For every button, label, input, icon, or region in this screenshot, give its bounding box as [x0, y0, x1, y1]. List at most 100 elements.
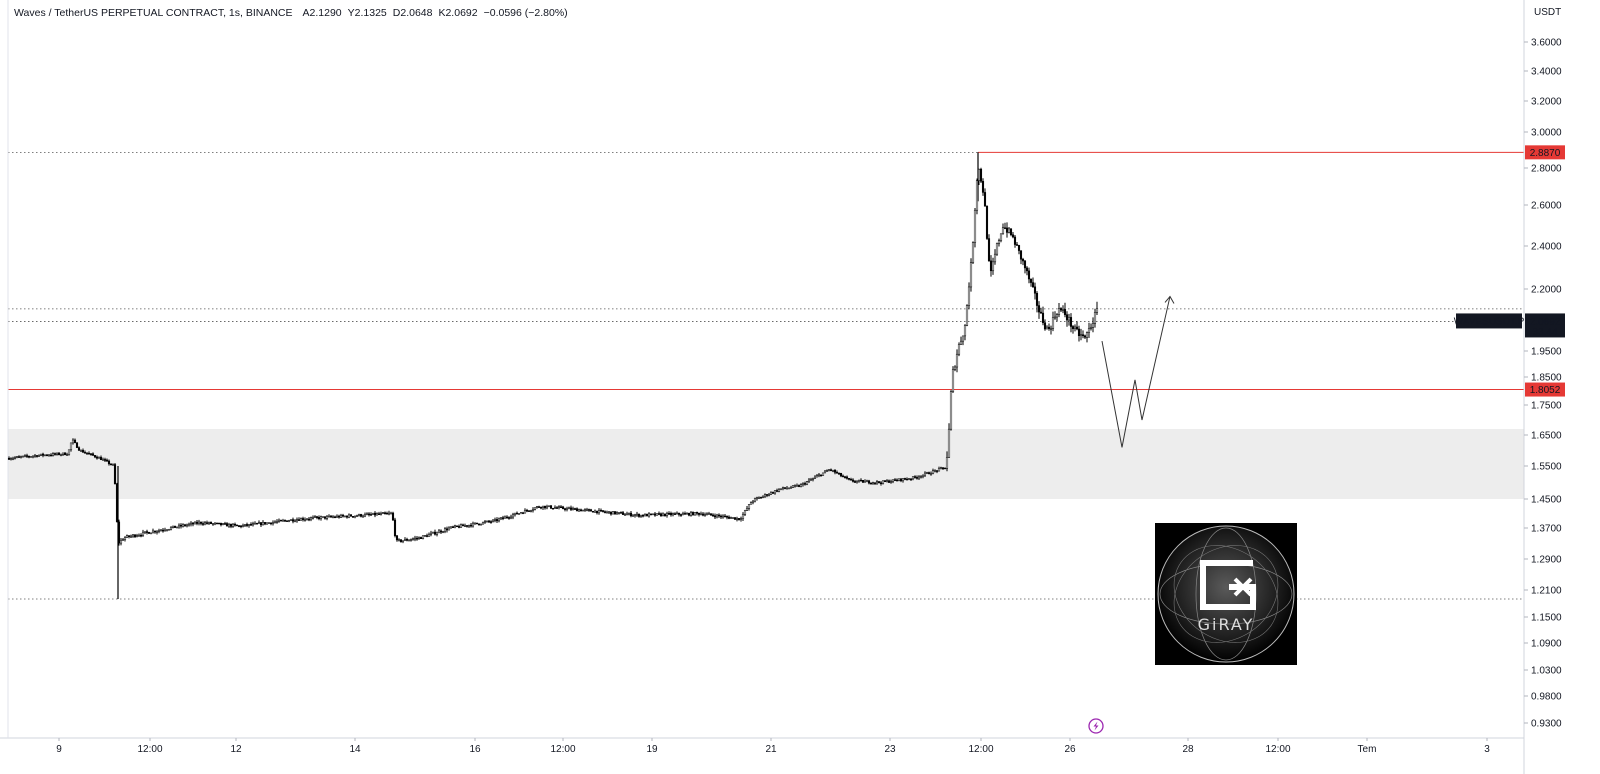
price-tick-label: 3.2000 — [1531, 97, 1562, 108]
candle-body — [861, 480, 865, 483]
candle-body — [145, 531, 149, 533]
candle-body — [1053, 316, 1057, 319]
candle-body — [435, 532, 439, 535]
candle-body — [1085, 332, 1089, 338]
candle-body — [281, 520, 285, 522]
candle-body — [505, 516, 509, 519]
candle-body — [687, 512, 691, 516]
candle-body — [347, 514, 351, 518]
projection-path[interactable] — [1101, 296, 1171, 448]
candle-body — [737, 518, 741, 520]
symbol-label-box[interactable] — [1456, 313, 1522, 329]
candle-body — [1089, 327, 1093, 329]
lightning-icon[interactable] — [1088, 718, 1104, 734]
candle-body — [1011, 234, 1015, 238]
candle-body — [933, 470, 937, 472]
candle-body — [7, 458, 11, 460]
candle-body — [1007, 228, 1011, 233]
candle-body — [497, 518, 501, 522]
candle-body — [935, 470, 939, 472]
candle-body — [335, 515, 339, 518]
candle-body — [355, 515, 359, 518]
candle-body — [81, 450, 85, 453]
candle-body — [991, 261, 995, 272]
candle-body — [251, 523, 255, 526]
resistance-price-label[interactable] — [1525, 145, 1565, 160]
candle-body — [573, 508, 577, 510]
candle-body — [645, 513, 649, 517]
candle-body — [585, 509, 589, 511]
candle-body — [617, 512, 621, 514]
candle-body — [395, 535, 399, 541]
candle-body — [1003, 227, 1007, 230]
candle-body — [705, 513, 709, 516]
candle-body — [699, 513, 703, 516]
candle-body — [799, 484, 803, 487]
candle-body — [561, 506, 565, 509]
candle-body — [521, 512, 525, 515]
candle-body — [563, 508, 567, 510]
candle-body — [471, 522, 475, 527]
candle-body — [1019, 250, 1023, 260]
candle-body — [949, 391, 953, 430]
candle-body — [1091, 323, 1095, 328]
candle-body — [45, 454, 49, 457]
candle-body — [399, 539, 403, 542]
time-tick-label: 28 — [1182, 744, 1194, 755]
candle-body — [531, 509, 535, 511]
candles-group[interactable] — [7, 167, 1099, 546]
candle-body — [73, 439, 77, 443]
candle-body — [167, 528, 171, 531]
candle-body — [137, 534, 141, 537]
candle-body — [967, 286, 971, 306]
candle-body — [685, 512, 689, 515]
candle-body — [719, 515, 723, 518]
candle-body — [437, 530, 441, 534]
time-tick-label: 12:00 — [1265, 744, 1290, 755]
candle-body — [113, 464, 117, 485]
candle-body — [589, 509, 593, 512]
last-price-label[interactable] — [1525, 313, 1565, 338]
candle-body — [333, 516, 337, 519]
price-tick-label: 1.5500 — [1531, 462, 1562, 473]
candle-body — [89, 453, 93, 455]
candle-body — [189, 522, 193, 525]
candle-body — [429, 532, 433, 535]
candle-body — [77, 447, 81, 451]
support-price-label[interactable] — [1525, 382, 1565, 397]
symbol-title[interactable]: Waves / TetherUS PERPETUAL CONTRACT, 1s,… — [14, 7, 293, 19]
symbol-label: WAVESUSDT.P — [1454, 316, 1525, 327]
candle-body — [973, 209, 977, 243]
candle-body — [363, 514, 367, 517]
price-tick-label: 1.9500 — [1531, 347, 1562, 358]
candle-body — [909, 478, 913, 481]
candle-body — [247, 523, 251, 526]
candle-body — [381, 512, 385, 514]
candle-body — [53, 453, 57, 455]
candle-body — [961, 335, 965, 342]
candle-body — [149, 532, 153, 535]
candle-body — [299, 518, 303, 521]
candle-body — [887, 480, 891, 483]
candle-body — [377, 513, 381, 515]
candle-body — [229, 524, 233, 527]
candle-body — [397, 539, 401, 541]
candle-body — [295, 519, 299, 522]
candle-body — [273, 521, 277, 524]
candle-body — [199, 521, 203, 524]
time-tick-label: 3 — [1484, 744, 1490, 755]
candle-body — [123, 537, 127, 540]
candle-body — [279, 519, 283, 522]
candle-body — [979, 168, 983, 182]
candle-body — [825, 470, 829, 472]
candle-body — [549, 505, 553, 509]
candle-body — [755, 497, 759, 500]
candle-body — [275, 521, 279, 523]
candle-body — [277, 519, 281, 522]
candle-body — [127, 535, 131, 537]
candle-body — [223, 523, 227, 525]
candle-body — [597, 509, 601, 514]
candle-body — [1031, 282, 1035, 288]
